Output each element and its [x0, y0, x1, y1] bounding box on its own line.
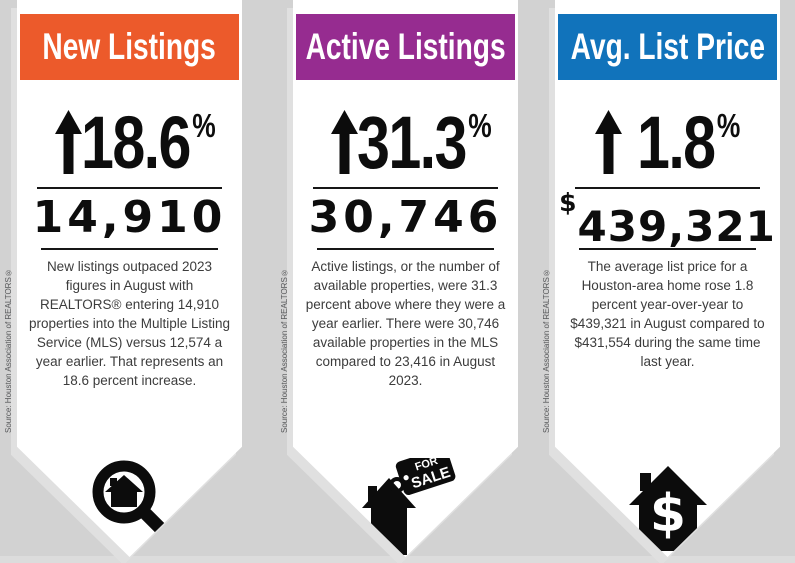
stat-card-avg-list-price: Avg. List Price 1.8 % $439,321 The avera…	[542, 0, 780, 563]
percent-sign: %	[716, 107, 741, 144]
description: Active listings, or the number of availa…	[305, 259, 506, 388]
card-header: Active Listings	[296, 14, 515, 80]
stat-value: 30,746	[293, 192, 518, 244]
source-credit: Source: Houston Association of REALTORS®	[542, 268, 551, 433]
ribbon: New Listings 18.6 % 14,910 New listings …	[17, 0, 242, 557]
stat-change: 18.6 %	[17, 101, 242, 188]
house-dollar-icon: $	[555, 464, 780, 552]
card-header: New Listings	[20, 14, 239, 80]
source-credit: Source: Houston Association of REALTORS®	[4, 268, 13, 433]
description: New listings outpaced 2023 figures in Au…	[28, 259, 231, 388]
stat-value: 14,910	[17, 192, 242, 244]
stat-value-text: 30,746	[308, 192, 503, 243]
house-magnifier-icon	[17, 456, 242, 542]
stat-value-text: 14,910	[32, 192, 227, 243]
dollar-symbol: $	[649, 484, 685, 544]
stat-card-new-listings: New Listings 18.6 % 14,910 New listings …	[4, 0, 242, 563]
divider	[317, 248, 494, 250]
house-for-sale-tag-icon: FOR SALE	[293, 458, 518, 556]
card-title: Active Listings	[305, 26, 506, 67]
up-arrow-icon	[595, 110, 622, 174]
ribbon: Active Listings 31.3 % 30,746 Active lis…	[293, 0, 518, 557]
description: The average list price for a Houston-are…	[570, 259, 765, 369]
card-title: New Listings	[42, 26, 217, 67]
divider	[313, 187, 498, 189]
source-credit: Source: Houston Association of REALTORS®	[280, 268, 289, 433]
stat-change: 31.3 %	[293, 101, 518, 188]
up-arrow-icon	[55, 110, 82, 174]
divider	[37, 187, 222, 189]
percent-sign: %	[468, 107, 492, 144]
stat-card-active-listings: Active Listings 31.3 % 30,746 Active lis…	[280, 0, 518, 563]
percent-value: 1.8	[637, 101, 716, 184]
up-arrow-icon	[331, 110, 358, 174]
ribbon: Avg. List Price 1.8 % $439,321 The avera…	[555, 0, 780, 557]
card-title: Avg. List Price	[570, 26, 765, 67]
percent-sign: %	[192, 107, 216, 144]
percent-group: 18.6 %	[81, 101, 216, 184]
percent-group: 1.8 %	[637, 101, 741, 184]
percent-value: 18.6	[81, 101, 191, 184]
percent-group: 31.3 %	[357, 101, 492, 184]
divider	[41, 248, 218, 250]
stat-value-text: 439,321	[577, 202, 776, 251]
percent-value: 31.3	[357, 101, 467, 184]
stat-change: 1.8 %	[555, 101, 780, 188]
divider	[579, 248, 756, 250]
currency-prefix: $	[559, 188, 577, 217]
stat-value: $439,321	[555, 188, 780, 253]
card-header: Avg. List Price	[558, 14, 777, 80]
divider	[575, 187, 760, 189]
